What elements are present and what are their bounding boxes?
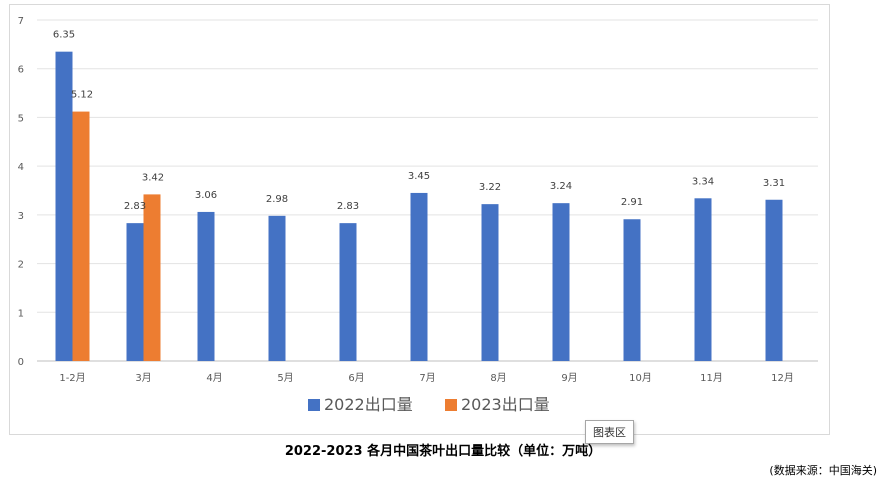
legend-swatch — [308, 399, 320, 411]
bar — [55, 51, 73, 362]
data-label: 6.35 — [53, 30, 75, 41]
x-tick-label: 4月 — [206, 372, 222, 384]
y-tick-label: 4 — [18, 162, 24, 173]
bar — [410, 192, 428, 361]
data-label: 3.22 — [479, 182, 501, 193]
bar — [552, 203, 570, 361]
data-label: 3.31 — [763, 178, 785, 189]
data-label: 2.83 — [337, 201, 359, 212]
data-label: 2.98 — [266, 194, 288, 205]
data-label: 3.42 — [142, 172, 164, 183]
y-tick-label: 0 — [18, 357, 24, 368]
x-tick-label: 9月 — [561, 372, 577, 384]
bar — [339, 223, 357, 361]
bar — [72, 111, 90, 361]
bar — [694, 198, 712, 361]
y-axis-ticks: 0 1 2 3 4 5 6 7 — [18, 16, 24, 368]
bar — [623, 219, 641, 361]
y-tick-label: 2 — [18, 260, 24, 271]
bar — [197, 211, 215, 361]
bar-chart: 0 1 2 3 4 5 6 7 6.35 2.83 3.06 2.98 2.83 3.45 3.22 3.2… — [18, 16, 818, 414]
source-note: (数据来源：中国海关) — [769, 464, 877, 477]
x-tick-label: 12月 — [771, 372, 794, 384]
y-tick-label: 1 — [18, 308, 24, 319]
y-tick-label: 3 — [18, 211, 24, 222]
legend-label: 2023出口量 — [461, 395, 550, 414]
bar — [481, 204, 499, 361]
y-tick-label: 5 — [18, 113, 24, 124]
x-tick-label: 3月 — [135, 372, 151, 384]
legend-label: 2022出口量 — [324, 395, 413, 414]
x-tick-label: 11月 — [700, 372, 723, 384]
x-tick-label: 7月 — [419, 372, 435, 384]
chart-area[interactable]: 0 1 2 3 4 5 6 7 6.35 2.83 3.06 2.98 2.83 3.45 3.22 3.2… — [9, 4, 830, 435]
legend-swatch — [445, 399, 457, 411]
data-label: 2.83 — [124, 201, 146, 212]
x-tick-label: 6月 — [348, 372, 364, 384]
x-axis-ticks: 1-2月 3月 4月 5月 6月 7月 8月 9月 10月 11月 12月 — [59, 372, 794, 384]
x-tick-label: 8月 — [490, 372, 506, 384]
chart-caption: 2022-2023 各月中国茶叶出口量比较（单位：万吨） — [284, 444, 602, 459]
legend: 2022出口量 2023出口量 — [308, 395, 550, 414]
bars — [55, 51, 783, 362]
data-label: 3.34 — [692, 176, 714, 187]
data-label: 3.45 — [408, 171, 430, 182]
data-label: 3.06 — [195, 190, 217, 201]
data-labels: 6.35 2.83 3.06 2.98 2.83 3.45 3.22 3.24 2.91 3.34… — [53, 30, 785, 212]
bar — [126, 223, 144, 361]
x-tick-label: 5月 — [277, 372, 293, 384]
chart-area-tooltip: 图表区 — [585, 420, 634, 444]
data-label: 2.91 — [621, 197, 643, 208]
data-label: 3.24 — [550, 181, 572, 192]
bar — [268, 215, 286, 361]
data-label: 5.12 — [71, 90, 93, 101]
x-tick-label: 10月 — [629, 372, 652, 384]
x-tick-label: 1-2月 — [59, 372, 85, 384]
bar — [143, 194, 161, 361]
y-tick-label: 7 — [18, 16, 24, 27]
y-tick-label: 6 — [18, 65, 24, 76]
bar — [765, 199, 783, 361]
